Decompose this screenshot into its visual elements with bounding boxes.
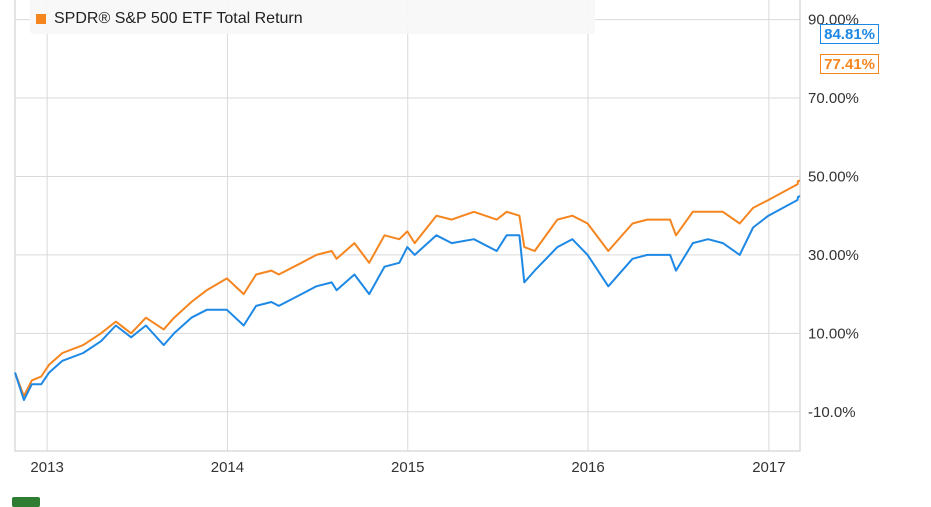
- legend: SPDR® S&P 500 ETF Total Return: [30, 0, 595, 34]
- legend-swatch-series-2: [36, 14, 46, 24]
- y-tick-label: 50.00%: [808, 168, 859, 185]
- ycharts-logo: [12, 497, 40, 507]
- y-tick-label: 10.00%: [808, 325, 859, 342]
- legend-item-series-2: SPDR® S&P 500 ETF Total Return: [36, 10, 303, 28]
- legend-label-series-2: SPDR® S&P 500 ETF Total Return: [54, 10, 303, 27]
- x-tick-label: 2016: [571, 459, 604, 476]
- x-tick-label: 2015: [391, 459, 424, 476]
- end-value-label-series-2: 77.41%: [820, 54, 879, 74]
- y-tick-label: -10.0%: [808, 404, 856, 421]
- legend-item-series-1: [36, 0, 54, 2]
- x-axis-labels: 2013 2014 2015 2016 2017: [30, 459, 785, 476]
- x-tick-label: 2013: [30, 459, 63, 476]
- series-lines: [14, 179, 801, 401]
- y-tick-label: 30.00%: [808, 247, 859, 264]
- series-line-2: [14, 179, 801, 398]
- x-tick-label: 2014: [211, 459, 244, 476]
- series-line-1: [14, 195, 801, 401]
- y-axis-labels: 90.00%70.00%50.00%30.00%10.00%-10.0%: [808, 12, 859, 421]
- x-tick-label: 2017: [752, 459, 785, 476]
- y-tick-label: 70.00%: [808, 90, 859, 107]
- end-value-label-series-1: 84.81%: [820, 24, 879, 44]
